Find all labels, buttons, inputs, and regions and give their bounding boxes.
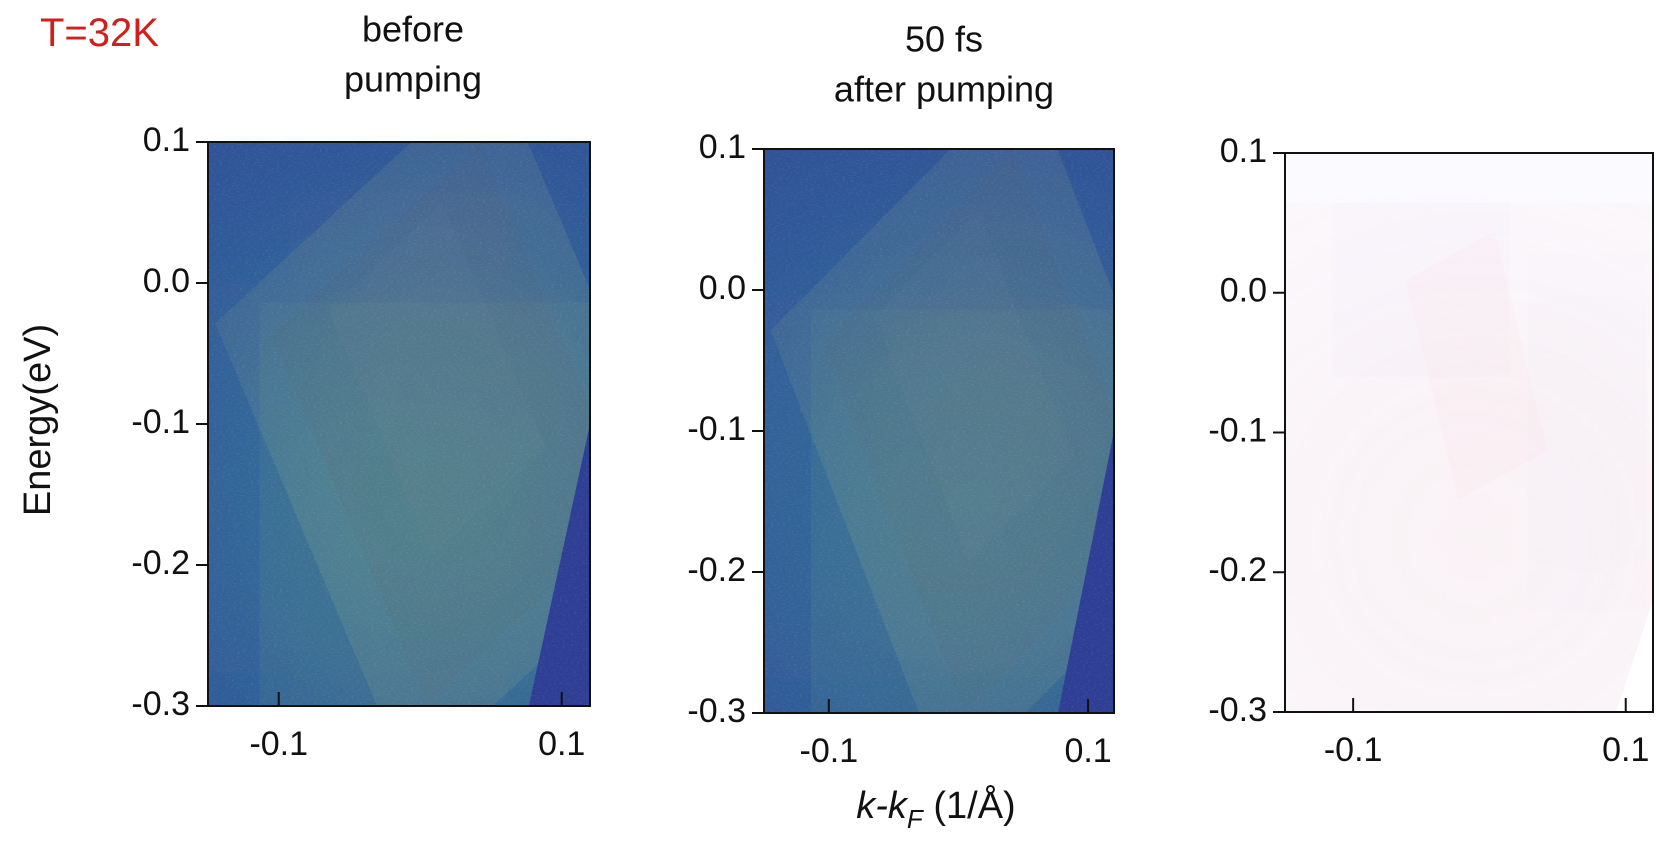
y-tick-label: 0.0 [143, 262, 190, 300]
heatmap [208, 142, 590, 706]
y-tick-label: -0.1 [1208, 411, 1267, 449]
panel-title: before [362, 9, 464, 50]
y-axis-label: Energy(eV) [17, 324, 59, 516]
y-tick-label: -0.1 [687, 410, 746, 448]
panel-title: pumping [344, 59, 482, 100]
x-tick-label: -0.1 [800, 732, 859, 770]
heatmap [1285, 153, 1653, 712]
y-tick-label: -0.1 [131, 403, 190, 441]
heatmap-noise [764, 149, 1114, 713]
x-axis-label-part: (1/Å) [923, 783, 1016, 827]
x-axis-label: k-kF (1/Å) [856, 783, 1015, 834]
y-tick-label: -0.2 [131, 544, 190, 582]
y-tick-label: 0.1 [699, 128, 746, 166]
temperature-label: T=32K [40, 11, 159, 55]
heatmap [764, 149, 1114, 713]
y-tick-label: -0.3 [131, 685, 190, 723]
x-tick-label: -0.1 [1324, 731, 1383, 769]
y-tick-label: -0.2 [1208, 551, 1267, 589]
x-tick-label: -0.1 [249, 725, 308, 763]
heatmap-noise [208, 142, 590, 706]
x-tick-label: 0.1 [1064, 732, 1111, 770]
y-tick-label: 0.0 [1220, 272, 1267, 310]
x-axis-label-subscript: F [907, 804, 925, 834]
y-tick-label: -0.2 [687, 551, 746, 589]
panel-title: after pumping [834, 69, 1054, 110]
heatmap-noise [1285, 153, 1653, 712]
y-tick-label: -0.3 [687, 692, 746, 730]
x-axis-label-part: k-k [856, 785, 909, 827]
x-tick-label: 0.1 [538, 725, 585, 763]
y-tick-label: 0.1 [1220, 132, 1267, 170]
x-tick-label: 0.1 [1602, 731, 1649, 769]
y-tick-label: 0.1 [143, 121, 190, 159]
panel-title: 50 fs [905, 19, 983, 60]
y-tick-label: -0.3 [1208, 691, 1267, 729]
y-tick-label: 0.0 [699, 269, 746, 307]
